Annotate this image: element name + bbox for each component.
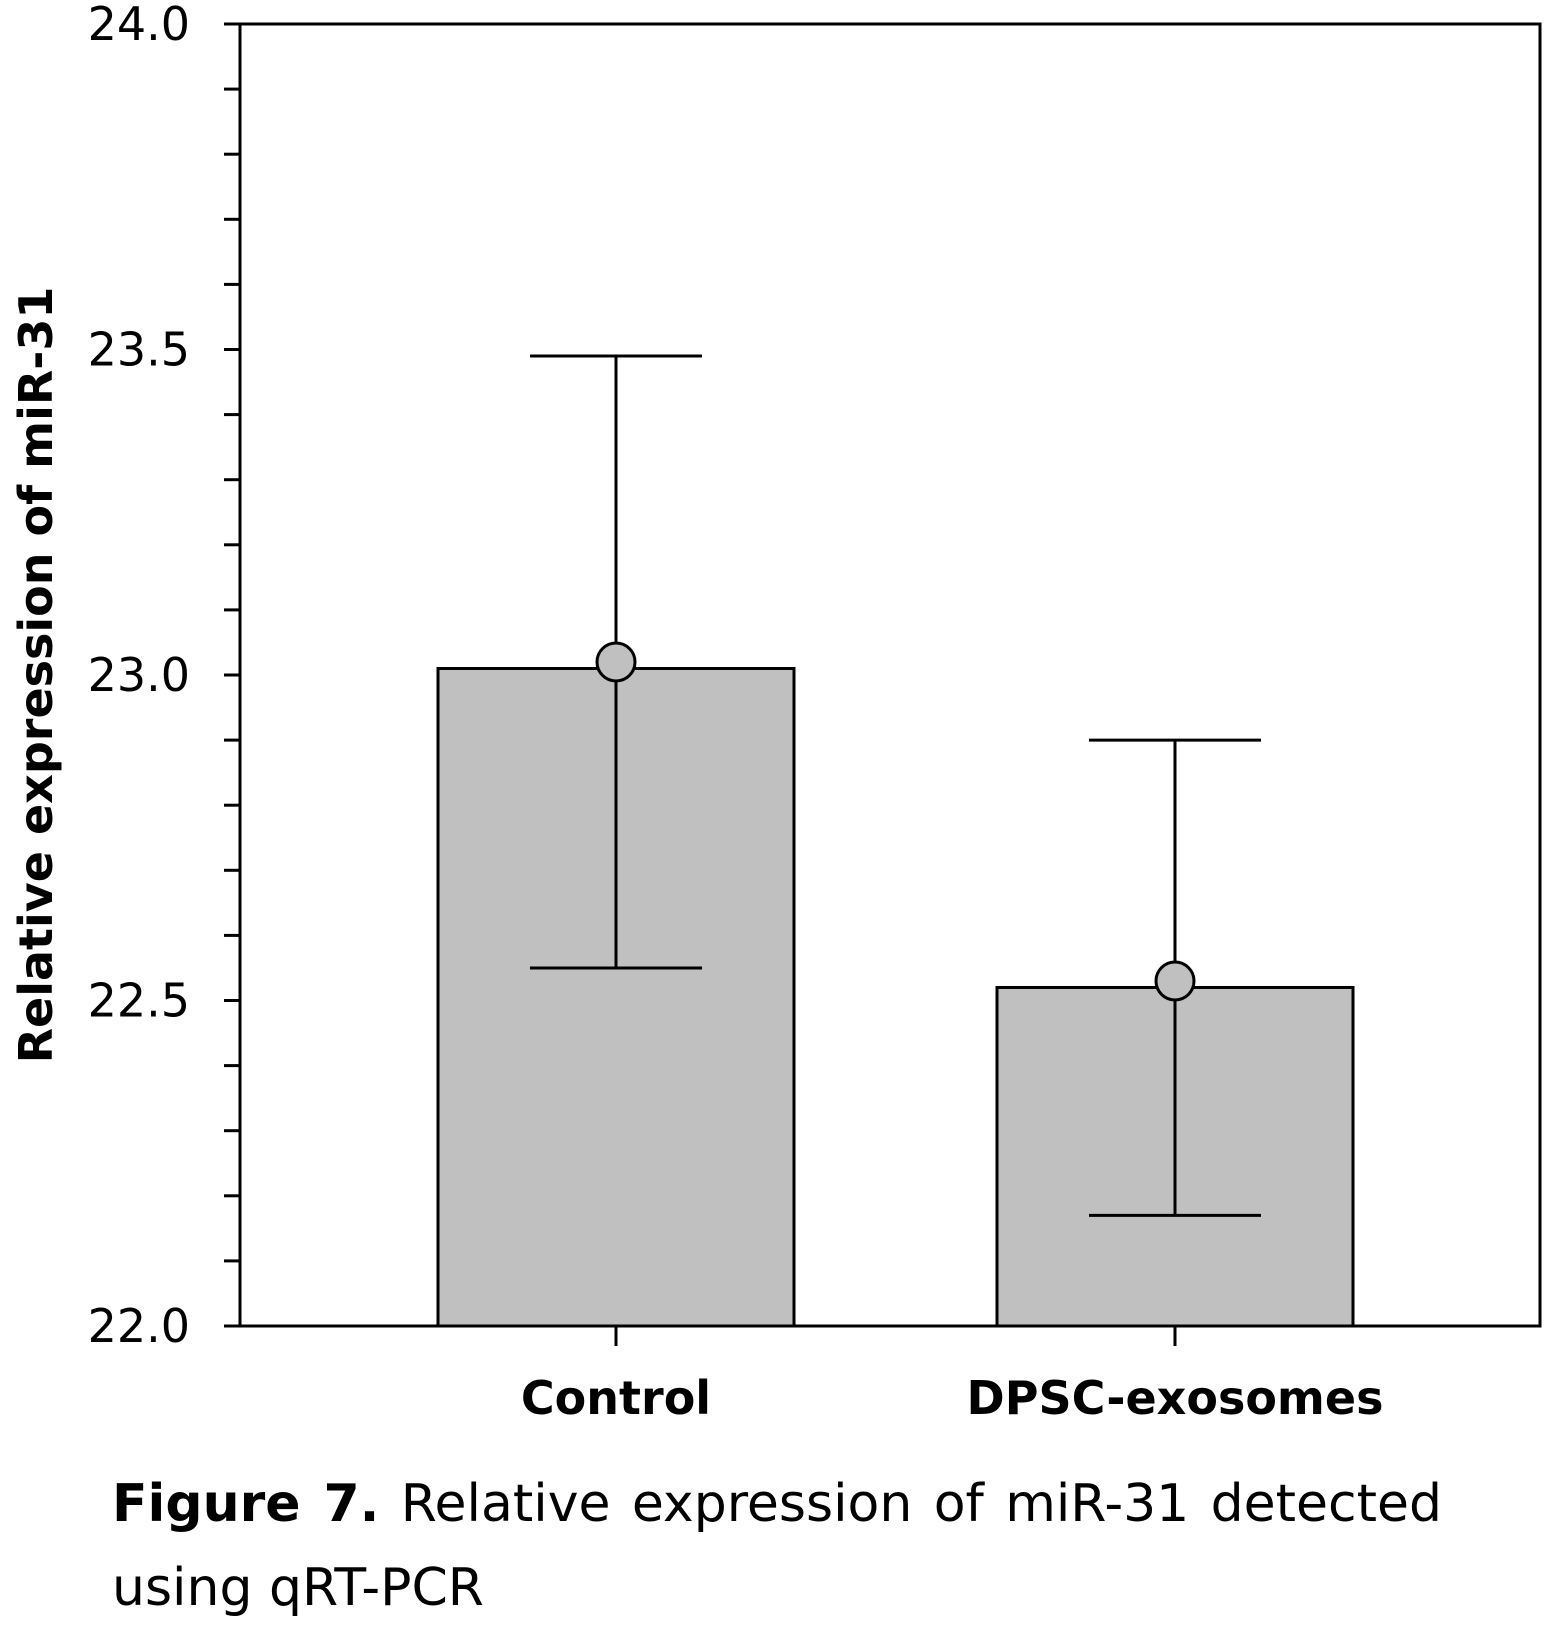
y-axis-label: Relative expression of miR-31 bbox=[9, 287, 63, 1064]
y-tick-label: 23.0 bbox=[88, 648, 190, 702]
bars bbox=[436, 666, 1355, 1328]
bar-chart: 22.0 22.5 23.0 23.5 24.0 Control DPSC-exosome… bbox=[9, 0, 1542, 1425]
bar-control bbox=[436, 666, 796, 1328]
x-axis-ticks bbox=[614, 1326, 1177, 1346]
y-tick-label: 22.0 bbox=[88, 1299, 190, 1353]
y-tick-label: 22.5 bbox=[88, 974, 190, 1028]
y-axis-ticks bbox=[224, 22, 240, 1328]
x-tick-label: DPSC-exosomes bbox=[967, 1371, 1384, 1425]
mean-points bbox=[595, 641, 1196, 1002]
x-axis-tick-labels: Control DPSC-exosomes bbox=[521, 1371, 1384, 1425]
x-tick-label: Control bbox=[521, 1371, 711, 1425]
y-axis-tick-labels: 22.0 22.5 23.0 23.5 24.0 bbox=[88, 0, 190, 1353]
plot-frame bbox=[238, 22, 1542, 1328]
figure-caption-text: Relative expression of miR-31 detected u… bbox=[112, 1474, 1442, 1618]
figure-label: Figure 7. bbox=[112, 1474, 380, 1534]
y-tick-label: 23.5 bbox=[88, 323, 190, 377]
y-tick-label: 24.0 bbox=[88, 0, 190, 51]
mean-point bbox=[595, 641, 637, 683]
figure-caption: Figure 7. Relative expression of miR-31 … bbox=[112, 1462, 1442, 1630]
mean-point bbox=[1154, 960, 1196, 1002]
